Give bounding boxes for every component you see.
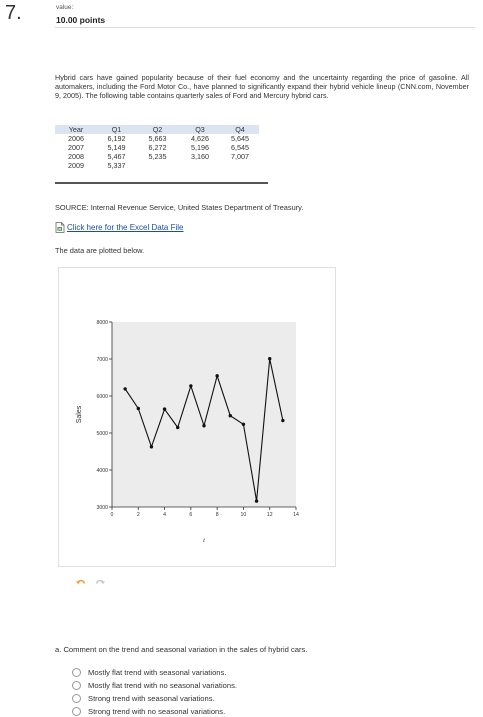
header-divider <box>55 27 475 28</box>
data-point <box>228 414 232 418</box>
table-cell: 2007 <box>68 143 84 152</box>
x-tick-label: 10 <box>241 512 247 518</box>
answer-option-label: Strong trend with seasonal variations. <box>88 694 215 703</box>
plot-caption: The data are plotted below. <box>55 246 145 255</box>
data-point <box>162 407 167 411</box>
redo-icon[interactable] <box>94 576 106 588</box>
plot-area <box>112 322 296 507</box>
points-label: 10.00 points <box>56 15 106 25</box>
radio-button[interactable] <box>72 668 81 677</box>
radio-button[interactable] <box>72 707 81 716</box>
table-cell <box>179 161 221 170</box>
question-number: 7. <box>5 2 22 24</box>
table-cell: 5,235 <box>148 152 167 161</box>
answer-option[interactable]: Strong trend with no seasonal variations… <box>72 707 225 716</box>
answer-option-label: Mostly flat trend with no seasonal varia… <box>88 681 237 690</box>
table-row: 2006 6,192 5,663 4,626 5,645 <box>55 134 259 143</box>
table-header: Q3 <box>179 125 221 134</box>
table-bottom-rule <box>55 182 268 184</box>
question-intro: Hybrid cars have gained popularity becau… <box>55 73 469 101</box>
table-cell: 5,337 <box>107 161 126 170</box>
data-point <box>268 357 272 361</box>
table-cell: 6,545 <box>231 143 249 152</box>
table-cell: 7,007 <box>231 152 249 161</box>
sales-table: Year Q1 Q2 Q3 Q4 2006 6,192 5,663 4,626 … <box>55 125 259 170</box>
data-point <box>281 418 285 423</box>
value-label: value: <box>56 4 74 11</box>
data-point <box>149 445 154 449</box>
excel-data-link[interactable]: Click here for the Excel Data File <box>67 223 184 232</box>
table-cell: 2008 <box>68 152 84 161</box>
data-point <box>123 387 127 391</box>
table-header: Q4 <box>221 125 259 134</box>
table-cell: 5,663 <box>148 134 167 143</box>
table-cell: 2009 <box>68 161 84 170</box>
radio-button[interactable] <box>72 694 81 703</box>
data-point <box>176 425 180 430</box>
table-row: 2008 5,467 5,235 3,160 7,007 <box>55 152 259 161</box>
data-point <box>136 406 140 411</box>
table-cell: 5,196 <box>191 143 209 152</box>
radio-button[interactable] <box>72 681 81 690</box>
table-row: 2007 5,149 6,272 5,196 6,545 <box>55 143 259 152</box>
data-point <box>202 424 206 428</box>
table-cell: 3,160 <box>191 152 209 161</box>
answer-option[interactable]: Strong trend with seasonal variations. <box>72 694 215 703</box>
source-note: SOURCE: Internal Revenue Service, United… <box>55 203 304 212</box>
table-cell: 4,626 <box>191 134 209 143</box>
table-cell: 5,467 <box>107 152 126 161</box>
x-tick-label: 14 <box>293 512 299 518</box>
x-tick-label: 6 <box>189 512 192 518</box>
data-point <box>189 384 193 388</box>
y-tick-label: 4000 <box>96 468 108 474</box>
answer-option[interactable]: Mostly flat trend with seasonal variatio… <box>72 668 226 677</box>
table-cell <box>221 161 259 170</box>
excel-data-link-row[interactable]: Click here for the Excel Data File <box>55 222 184 233</box>
table-header: Year <box>55 125 97 134</box>
table-header: Q2 <box>136 125 179 134</box>
x-tick-label: 4 <box>163 512 166 518</box>
y-tick-label: 7000 <box>96 357 108 363</box>
data-point <box>241 422 246 427</box>
y-tick-label: 6000 <box>96 394 108 400</box>
excel-file-icon <box>55 222 65 233</box>
sales-line-chart: 3000 4000 5000 6000 7000 8000 0 2 4 6 8 10 12 14 t Sale… <box>76 320 299 544</box>
answer-option-label: Strong trend with no seasonal variations… <box>88 707 226 716</box>
x-tick-label: 8 <box>216 512 219 518</box>
part-a-question: a. Comment on the trend and seasonal var… <box>55 645 308 654</box>
table-header-row: Year Q1 Q2 Q3 Q4 <box>55 125 259 134</box>
x-tick-label: 12 <box>267 512 273 518</box>
answer-option[interactable]: Mostly flat trend with no seasonal varia… <box>72 681 237 690</box>
table-header: Q1 <box>97 125 136 134</box>
table-cell: 2006 <box>68 134 84 143</box>
table-cell <box>136 161 179 170</box>
x-tick-label: 2 <box>137 512 140 518</box>
table-cell: 5,645 <box>231 134 249 143</box>
y-tick-label: 8000 <box>96 320 108 326</box>
table-cell: 6,272 <box>148 143 167 152</box>
y-tick-label: 3000 <box>96 505 108 511</box>
y-axis-label: Sales <box>76 405 83 423</box>
x-axis-label: t <box>203 537 205 544</box>
x-tick-label: 0 <box>111 512 114 518</box>
table-row: 2009 5,337 <box>55 161 259 170</box>
data-point <box>215 374 219 378</box>
undo-redo-toolbar <box>75 576 106 588</box>
y-tick-label: 5000 <box>96 431 108 437</box>
data-point <box>254 499 259 503</box>
answer-option-label: Mostly flat trend with seasonal variatio… <box>88 668 227 677</box>
undo-icon[interactable] <box>75 576 87 588</box>
table-cell: 6,192 <box>107 134 126 143</box>
chart-container: 3000 4000 5000 6000 7000 8000 0 2 4 6 8 10 12 14 t Sale… <box>58 267 336 567</box>
table-cell: 5,149 <box>107 143 126 152</box>
